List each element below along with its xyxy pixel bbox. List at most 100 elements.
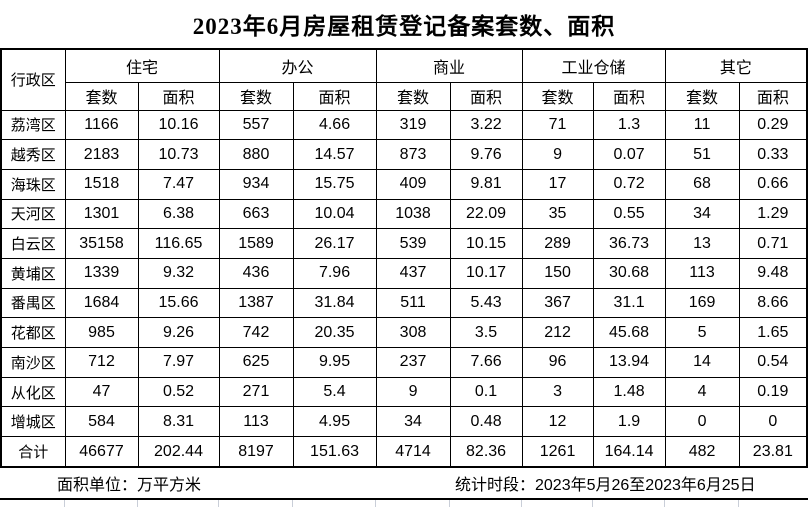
subheader-count: 套数 [64,81,139,111]
table-row: 天河区 1301 6.38 663 10.04 1038 22.09 35 0.55 34 1.29 [0,198,808,230]
district-cell: 天河区 [0,198,66,230]
table-row: 白云区 35158 116.65 1589 26.17 539 10.15 289 36.73 1… [0,228,808,259]
value-cell: 164.14 [592,436,666,468]
value-cell: 34 [664,198,740,230]
value-cell: 873 [375,139,451,170]
value-cell: 11 [664,109,740,141]
value-cell: 8.66 [738,287,808,319]
value-cell: 46677 [64,436,139,468]
value-cell: 116.65 [137,228,220,259]
district-cell: 黄埔区 [0,257,66,289]
value-cell: 23.81 [738,436,808,468]
value-cell: 4 [664,376,740,408]
value-cell: 9 [375,376,451,408]
value-cell: 0.72 [592,168,666,200]
value-cell: 26.17 [292,228,377,259]
value-cell: 82.36 [449,436,523,468]
value-cell: 539 [375,228,451,259]
value-cell: 437 [375,257,451,289]
corner-header-district: 行政区 [0,48,66,111]
table-row: 南沙区 712 7.97 625 9.95 237 7.66 96 13.94 14 0.54 [0,347,808,378]
value-cell: 45.68 [592,317,666,348]
table-row: 海珠区 1518 7.47 934 15.75 409 9.81 17 0.72 68 0.66 [0,168,808,200]
value-cell: 1.65 [738,317,808,348]
value-cell: 31.1 [592,287,666,319]
statistics-period-note: 统计时段：2023年5月26至2023年6月25日 [455,477,756,494]
district-cell: 荔湾区 [0,109,66,141]
area-unit-note: 面积单位：万平方米 [57,477,202,494]
value-cell: 7.97 [137,347,220,378]
value-cell: 14 [664,347,740,378]
table-row: 从化区 47 0.52 271 5.4 9 0.1 3 1.48 4 0.19 [0,376,808,408]
value-cell: 0.1 [449,376,523,408]
value-cell: 0 [664,406,740,438]
value-cell: 0.07 [592,139,666,170]
value-cell: 13 [664,228,740,259]
value-cell: 934 [218,168,294,200]
value-cell: 36.73 [592,228,666,259]
table-row: 花都区 985 9.26 742 20.35 308 3.5 212 45.68 5 1.65 [0,317,808,348]
page-title: 2023年6月房屋租赁登记备案套数、面积 [192,14,616,39]
district-cell: 南沙区 [0,347,66,378]
table-footnotes: 面积单位：万平方米 统计时段：2023年5月26至2023年6月25日 [0,468,808,498]
value-cell: 0.29 [738,109,808,141]
district-cell: 番禺区 [0,287,66,319]
value-cell: 8.31 [137,406,220,438]
value-cell: 10.73 [137,139,220,170]
value-cell: 35158 [64,228,139,259]
value-cell: 0.19 [738,376,808,408]
value-cell: 237 [375,347,451,378]
value-cell: 1301 [64,198,139,230]
value-cell: 511 [375,287,451,319]
value-cell: 7.47 [137,168,220,200]
value-cell: 5.43 [449,287,523,319]
value-cell: 5 [664,317,740,348]
district-cell: 从化区 [0,376,66,408]
value-cell: 0.66 [738,168,808,200]
table-row: 荔湾区 1166 10.16 557 4.66 319 3.22 71 1.3 11 0.29 [0,109,808,141]
value-cell: 985 [64,317,139,348]
subheader-count: 套数 [664,81,740,111]
value-cell: 5.4 [292,376,377,408]
footer-bottom-border [0,498,808,500]
district-cell: 花都区 [0,317,66,348]
value-cell: 14.57 [292,139,377,170]
value-cell: 289 [521,228,594,259]
value-cell: 150 [521,257,594,289]
value-cell: 10.17 [449,257,523,289]
value-cell: 169 [664,287,740,319]
value-cell: 15.66 [137,287,220,319]
value-cell: 71 [521,109,594,141]
value-cell: 625 [218,347,294,378]
value-cell: 12 [521,406,594,438]
value-cell: 212 [521,317,594,348]
value-cell: 663 [218,198,294,230]
group-header-residential: 住宅 [64,48,220,83]
group-header-industrial-storage: 工业仓储 [521,48,666,83]
value-cell: 0.52 [137,376,220,408]
value-cell: 31.84 [292,287,377,319]
value-cell: 4.66 [292,109,377,141]
value-cell: 0.48 [449,406,523,438]
value-cell: 22.09 [449,198,523,230]
value-cell: 1261 [521,436,594,468]
value-cell: 9.26 [137,317,220,348]
value-cell: 9.95 [292,347,377,378]
table-row: 番禺区 1684 15.66 1387 31.84 511 5.43 367 31.1 169 8.… [0,287,808,319]
value-cell: 9.76 [449,139,523,170]
value-cell: 68 [664,168,740,200]
value-cell: 367 [521,287,594,319]
value-cell: 3.5 [449,317,523,348]
value-cell: 3 [521,376,594,408]
value-cell: 10.16 [137,109,220,141]
spreadsheet-gridline-stubs [0,500,808,507]
value-cell: 151.63 [292,436,377,468]
value-cell: 20.35 [292,317,377,348]
subheader-area: 面积 [137,81,220,111]
subheader-area: 面积 [449,81,523,111]
value-cell: 13.94 [592,347,666,378]
value-cell: 409 [375,168,451,200]
district-cell: 合计 [0,436,66,468]
value-cell: 1.9 [592,406,666,438]
value-cell: 10.04 [292,198,377,230]
